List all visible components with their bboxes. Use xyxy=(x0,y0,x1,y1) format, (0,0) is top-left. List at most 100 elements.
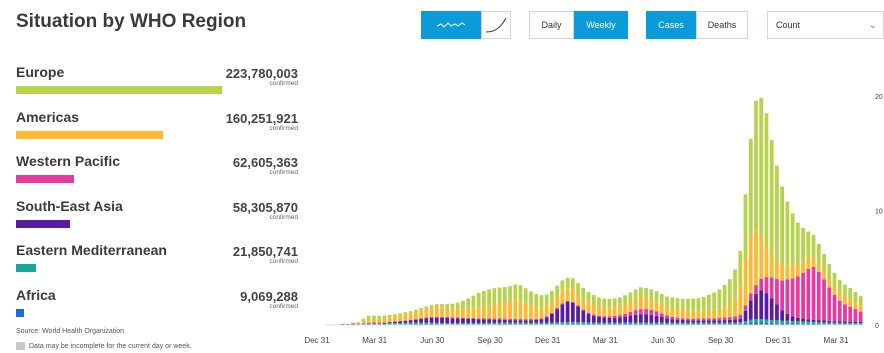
bar-segment xyxy=(445,304,450,308)
bar-segment xyxy=(424,308,429,318)
bar-segment xyxy=(487,322,491,325)
bar-segment xyxy=(696,318,701,321)
x-tick-label: Dec 31 xyxy=(304,336,330,345)
bar-segment xyxy=(487,289,491,306)
bar-segment xyxy=(628,315,633,323)
line-chart-toggle[interactable] xyxy=(421,11,481,39)
deaths-toggle[interactable]: Deaths xyxy=(696,11,748,39)
bar-segment xyxy=(785,320,790,324)
region-row[interactable]: Americas 160,251,921 confirmed xyxy=(16,109,298,149)
bar-segment xyxy=(638,323,643,325)
bar-segment xyxy=(701,322,706,325)
bar-segment xyxy=(649,309,654,315)
weekly-toggle[interactable]: Weekly xyxy=(574,11,628,39)
scale-select[interactable]: Count ⌄ xyxy=(767,11,884,39)
bar-segment xyxy=(623,295,628,304)
bar-segment xyxy=(424,306,429,309)
bar-segment xyxy=(351,322,355,324)
region-row[interactable]: Western Pacific 62,605,363 confirmed xyxy=(16,153,298,193)
bar-segment xyxy=(508,301,512,319)
region-row[interactable]: Eastern Mediterranean 21,850,741 confirmed xyxy=(16,242,298,282)
bar-segment xyxy=(832,294,837,322)
bar-segment xyxy=(565,300,570,302)
bar-segment xyxy=(455,317,460,319)
bar-segment xyxy=(502,319,507,323)
bar-segment xyxy=(372,323,376,325)
bar-segment xyxy=(513,300,518,320)
region-bar xyxy=(16,86,222,94)
region-name: South-East Asia xyxy=(16,197,123,214)
bar-segment xyxy=(518,301,523,320)
bar-segment xyxy=(665,322,669,325)
bar-segment xyxy=(848,323,853,325)
bar-segment xyxy=(471,322,476,325)
scale-select-value: Count xyxy=(776,20,801,30)
region-row[interactable]: South-East Asia 58,305,870 confirmed xyxy=(16,198,298,238)
bar-segment xyxy=(769,298,774,320)
bar-segment xyxy=(565,301,570,323)
bar-segment xyxy=(790,213,795,265)
bar-segment xyxy=(780,310,785,321)
bar-segment xyxy=(492,288,497,305)
bar-segment xyxy=(638,322,643,324)
bar-segment xyxy=(843,284,847,297)
bar-segment xyxy=(497,318,502,320)
bar-segment xyxy=(717,322,722,325)
bar-segment xyxy=(612,322,617,325)
bar-segment xyxy=(790,323,795,325)
bar-segment xyxy=(675,319,680,323)
bar-segment xyxy=(597,315,601,317)
bar-segment xyxy=(581,309,586,311)
bar-segment xyxy=(691,320,696,323)
bar-segment xyxy=(424,318,429,323)
bar-segment xyxy=(832,286,837,295)
bar-segment xyxy=(785,264,790,280)
bar-segment xyxy=(785,313,790,321)
bar-segment xyxy=(497,322,502,325)
bar-segment xyxy=(775,320,779,324)
bar-segment xyxy=(670,322,675,325)
region-row[interactable]: Africa 9,069,288 confirmed xyxy=(16,287,298,327)
bar-segment xyxy=(764,277,769,294)
bar-segment xyxy=(759,319,764,323)
bar-segment xyxy=(502,302,507,319)
bar-segment xyxy=(393,316,397,322)
bar-segment xyxy=(581,323,586,325)
bar-segment xyxy=(806,319,811,322)
bar-segment xyxy=(602,316,607,318)
daily-toggle[interactable]: Daily xyxy=(529,11,574,39)
y-tick-label: 10 xyxy=(875,208,883,215)
bar-segment xyxy=(591,322,596,325)
bar-segment xyxy=(492,304,497,319)
bar-segment xyxy=(481,318,486,320)
bar-segment xyxy=(811,266,816,320)
bar-segment xyxy=(539,322,544,325)
bar-segment xyxy=(476,318,481,320)
bar-segment xyxy=(644,309,648,315)
bar-segment xyxy=(654,315,659,323)
bar-segment xyxy=(785,279,790,314)
region-count-unit: confirmed xyxy=(269,213,298,221)
bar-segment xyxy=(565,322,570,324)
bar-segment xyxy=(665,318,669,323)
bar-segment xyxy=(717,318,722,321)
x-tick-label: Dec 31 xyxy=(535,336,561,345)
bar-segment xyxy=(403,312,408,314)
bar-segment xyxy=(780,320,785,324)
bar-segment xyxy=(680,298,685,310)
bar-segment xyxy=(670,307,675,317)
cases-toggle[interactable]: Cases xyxy=(646,11,696,39)
bar-segment xyxy=(822,320,826,323)
bar-segment xyxy=(403,322,408,325)
bar-segment xyxy=(502,318,507,320)
cumulative-chart-toggle[interactable] xyxy=(481,11,511,39)
bar-segment xyxy=(665,315,669,319)
bar-segment xyxy=(471,307,476,319)
bar-segment xyxy=(775,323,779,325)
region-row[interactable]: Europe 223,780,003 confirmed xyxy=(16,64,298,104)
bar-segment xyxy=(790,278,795,317)
bar-segment xyxy=(429,307,434,317)
bar-segment xyxy=(445,307,450,318)
bar-segment xyxy=(487,318,491,320)
region-count: 9,069,288 xyxy=(240,288,298,304)
